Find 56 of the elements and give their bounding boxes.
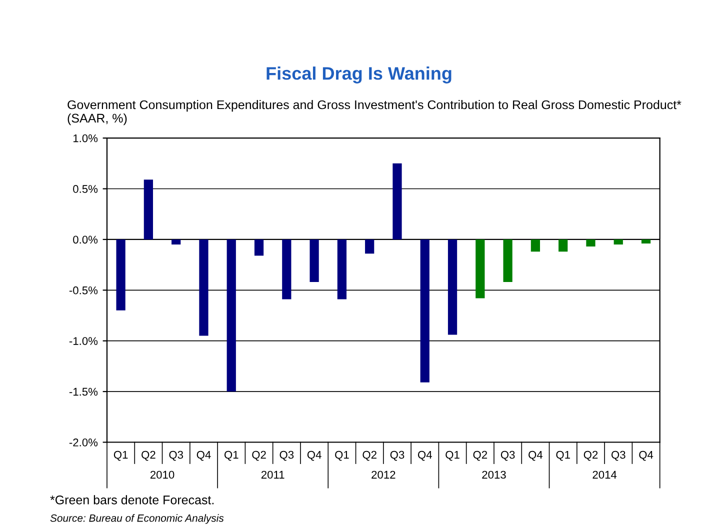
bar [116,239,126,310]
text: 2010 [150,470,174,479]
bar [558,239,568,252]
chart-title: Fiscal Drag Is Waning [266,66,452,84]
bar [614,239,623,245]
bar [172,239,181,245]
x-tick-label: Q4 [528,450,543,461]
y-tick-label: 1.0% [73,134,98,142]
x-tick-label: Q1 [224,450,238,461]
text: 2013 [482,470,506,479]
x-tick-label: Q4 [418,450,432,461]
bar [392,163,402,240]
text: *Green bars denote Forecast. [50,495,214,504]
text: 2014 [592,470,617,479]
x-tick-label: Q3 [611,450,626,461]
x-tick-label: Q2 [142,450,156,461]
x-tick-label: Q2 [362,450,376,461]
bar [199,239,208,336]
x-tick-label: Q1 [335,450,349,461]
x-tick-label: Q1 [556,450,570,461]
bar [503,239,512,282]
chart-subtitle: Government Consumption Expenditures and Gross Investment's Contribution to Real Gross Domestic Product* (SAAR, %) [68,100,682,126]
bar [282,239,292,300]
bar [641,239,651,244]
bar [530,239,540,252]
x-tick-label: Q2 [252,450,266,461]
x-tick-label: Q4 [196,450,211,461]
x-tick-label: Q2 [473,450,488,461]
text: 2012 [372,470,396,479]
y-tick-label: -2.0% [69,438,98,446]
bar [144,180,154,240]
x-tick-label: Q3 [390,450,404,461]
x-tick-label: Q3 [169,450,184,461]
bar [365,239,374,254]
bar [226,239,236,392]
x-tick-label: Q3 [500,450,515,461]
x-tick-label: Q4 [639,450,654,461]
y-tick-label: 0.0% [73,236,98,244]
bar [310,239,319,282]
bar [337,239,347,300]
x-tick-label: Q2 [584,450,598,461]
y-tick-label: -1.5% [69,388,98,396]
x-tick-label: Q1 [114,450,128,461]
y-tick-label: -1.0% [69,337,98,345]
x-tick-label: Q1 [446,450,460,461]
y-tick-label: 0.5% [73,185,98,193]
bar [448,239,458,335]
x-tick-label: Q3 [280,450,294,461]
bar [586,239,596,247]
bar [420,239,430,382]
bar [254,239,264,256]
text: 2011 [261,470,284,479]
source-note: Source: Bureau of Economic Analysis [50,514,224,524]
bar [476,239,485,298]
x-tick-label: Q4 [307,450,322,461]
y-tick-label: -0.5% [69,286,98,294]
